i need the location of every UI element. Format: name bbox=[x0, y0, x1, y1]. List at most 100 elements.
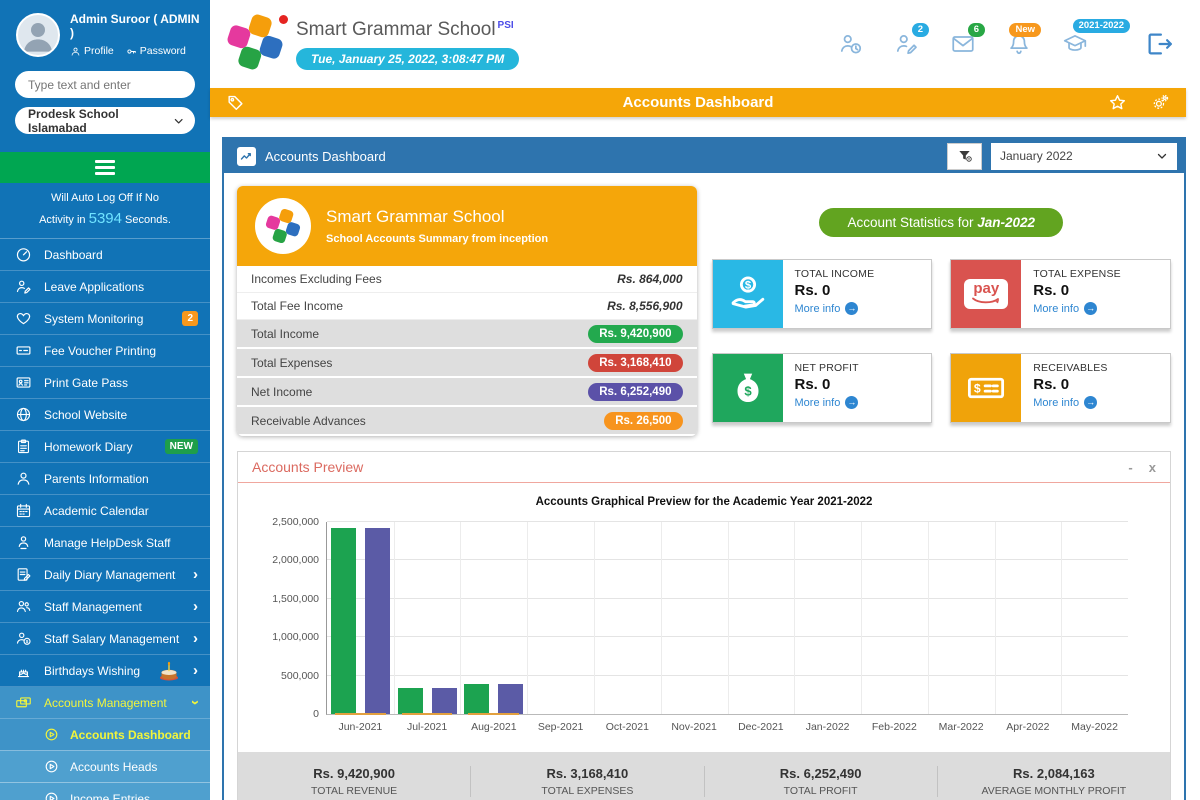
gridline-vertical bbox=[727, 522, 729, 714]
sidebar-subitem-accounts-dashboard[interactable]: Accounts Dashboard bbox=[0, 719, 210, 752]
summary-row-label: Total Income bbox=[251, 326, 320, 341]
accounts-summary-card: Smart Grammar School School Accounts Sum… bbox=[237, 186, 697, 436]
stat-card-label: RECEIVABLES bbox=[1033, 362, 1108, 374]
user-clock-icon[interactable] bbox=[838, 31, 864, 57]
chevron-down-icon bbox=[173, 115, 184, 127]
sidebar-item-fee-voucher-printing[interactable]: Fee Voucher Printing bbox=[0, 335, 210, 368]
summary-row-label: Incomes Excluding Fees bbox=[251, 272, 382, 286]
user-pen-icon bbox=[15, 278, 32, 295]
menu-toggle-button[interactable] bbox=[0, 152, 210, 183]
user-edit-icon[interactable]: 2 bbox=[894, 23, 929, 57]
close-icon[interactable]: x bbox=[1148, 459, 1156, 475]
stat-card-value: Rs. 0 bbox=[1033, 376, 1070, 393]
stat-card-label: NET PROFIT bbox=[794, 362, 859, 374]
sidebar-item-label: Birthdays Wishing bbox=[44, 663, 141, 678]
bar-group-mar-2022 bbox=[928, 522, 995, 714]
footer-summary-label: TOTAL REVENUE bbox=[311, 785, 398, 797]
summary-row-incomes-excluding-fees: Incomes Excluding Fees Rs. 864,000 bbox=[237, 266, 697, 293]
sidebar-item-label: Manage HelpDesk Staff bbox=[44, 535, 171, 550]
mail-icon[interactable]: 6 bbox=[950, 23, 985, 57]
sidebar-item-print-gate-pass[interactable]: Print Gate Pass bbox=[0, 367, 210, 400]
x-axis-label: Apr-2022 bbox=[1006, 721, 1050, 733]
bar-group-may-2022 bbox=[1061, 522, 1128, 714]
sidebar-item-leave-applications[interactable]: Leave Applications bbox=[0, 271, 210, 304]
sidebar-item-label: System Monitoring bbox=[44, 311, 144, 326]
heart-icon bbox=[15, 310, 32, 327]
search-input[interactable] bbox=[15, 71, 195, 98]
sidebar-item-homework-diary[interactable]: Homework Diary NEW bbox=[0, 431, 210, 464]
bar-group-sep-2021 bbox=[527, 522, 594, 714]
more-info-link[interactable]: More info → bbox=[795, 302, 875, 315]
profile-label: Profile bbox=[84, 45, 114, 57]
bell-new-badge: New bbox=[1009, 23, 1041, 38]
filter-button[interactable] bbox=[947, 142, 982, 170]
play-circle-icon bbox=[44, 759, 59, 774]
school-select[interactable]: Prodesk School Islamabad bbox=[15, 107, 195, 135]
sidebar-subitem-income-entries[interactable]: Income Entries bbox=[0, 783, 210, 800]
avatar[interactable] bbox=[16, 12, 60, 57]
footer-summary-total-revenue: Rs. 9,420,900 TOTAL REVENUE bbox=[238, 766, 470, 797]
more-info-link[interactable]: More info → bbox=[1033, 302, 1121, 315]
gridline-vertical bbox=[660, 522, 662, 714]
month-filter-select[interactable]: January 2022 bbox=[991, 142, 1177, 170]
sidebar-item-academic-calendar[interactable]: Academic Calendar bbox=[0, 495, 210, 528]
bar-purple-bars bbox=[498, 684, 524, 714]
school-name: Smart Grammar School bbox=[296, 18, 496, 40]
summary-row-receivable-advances: Receivable Advances Rs. 26,500 bbox=[237, 407, 697, 436]
sidebar-item-school-website[interactable]: School Website bbox=[0, 399, 210, 432]
sidebar-item-manage-helpdesk-staff[interactable]: Manage HelpDesk Staff bbox=[0, 527, 210, 560]
more-info-link[interactable]: More info → bbox=[795, 396, 859, 409]
user-name: Admin Suroor ( ADMIN ) bbox=[70, 12, 200, 40]
academic-year-badge: 2021-2022 bbox=[1072, 19, 1130, 34]
more-info-link[interactable]: More info → bbox=[1033, 396, 1107, 409]
more-info-label: More info bbox=[1033, 302, 1080, 315]
settings-gears-icon[interactable] bbox=[1151, 93, 1170, 112]
password-link[interactable]: Password bbox=[126, 45, 186, 57]
arrow-circle-icon: → bbox=[845, 302, 859, 315]
profile-link[interactable]: Profile bbox=[70, 45, 114, 57]
play-circle-icon bbox=[44, 791, 59, 800]
sidebar-item-label: Academic Calendar bbox=[44, 503, 149, 518]
gridline-vertical bbox=[1061, 522, 1063, 714]
more-info-label: More info bbox=[794, 396, 841, 409]
sidebar-item-dashboard[interactable]: Dashboard bbox=[0, 239, 210, 272]
summary-row-total-income: Total Income Rs. 9,420,900 bbox=[237, 320, 697, 349]
minimize-icon[interactable]: - bbox=[1128, 459, 1133, 475]
statistics-period: Jan-2022 bbox=[977, 215, 1036, 230]
diary-icon bbox=[15, 566, 32, 583]
bell-icon[interactable]: New bbox=[1006, 23, 1041, 57]
auto-logoff-line1: Will Auto Log Off If No bbox=[50, 192, 159, 204]
sidebar-item-system-monitoring[interactable]: System Monitoring 2 bbox=[0, 303, 210, 336]
graduation-cap-icon[interactable]: 2021-2022 bbox=[1062, 19, 1130, 57]
sidebar-item-label: Staff Management bbox=[44, 599, 142, 614]
sidebar-subitem-accounts-heads[interactable]: Accounts Heads bbox=[0, 751, 210, 784]
sidebar-item-accounts-management[interactable]: Accounts Management › bbox=[0, 687, 210, 720]
sidebar-item-birthdays-wishing[interactable]: Birthdays Wishing › bbox=[0, 655, 210, 688]
summary-card-header: Smart Grammar School School Accounts Sum… bbox=[237, 186, 697, 266]
gridline-vertical bbox=[927, 522, 929, 714]
baseline-strip bbox=[468, 713, 520, 715]
sidebar-item-parents-information[interactable]: Parents Information bbox=[0, 463, 210, 496]
sidebar-item-daily-diary-management[interactable]: Daily Diary Management › bbox=[0, 559, 210, 592]
sidebar-item-staff-management[interactable]: Staff Management › bbox=[0, 591, 210, 624]
sidebar-item-staff-salary-management[interactable]: Staff Salary Management › bbox=[0, 623, 210, 656]
school-name-superscript: PSI bbox=[497, 20, 514, 32]
logout-icon[interactable] bbox=[1144, 29, 1174, 59]
svg-text:$: $ bbox=[744, 280, 751, 292]
datetime-badge: Tue, January 25, 2022, 3:08:47 PM bbox=[296, 47, 520, 70]
salary-icon bbox=[15, 630, 32, 647]
sidebar-menu: Dashboard Leave Applications System Monito… bbox=[0, 239, 210, 800]
sidebar-item-label: Print Gate Pass bbox=[44, 375, 129, 390]
accounts-preview-panel: Accounts Preview - x Accounts Graphical … bbox=[237, 451, 1171, 800]
bar-group-jun-2021 bbox=[327, 522, 394, 715]
footer-summary-value: Rs. 3,168,410 bbox=[546, 766, 629, 781]
x-axis-label: Feb-2022 bbox=[871, 721, 917, 733]
x-axis-label: Oct-2021 bbox=[605, 721, 649, 733]
summary-card-title: Smart Grammar School bbox=[326, 207, 505, 226]
favorite-star-icon[interactable] bbox=[1108, 93, 1127, 112]
tag-icon[interactable] bbox=[226, 93, 245, 112]
pay-icon: pay bbox=[951, 260, 1022, 328]
user-edit-count-badge: 2 bbox=[911, 23, 929, 38]
password-label: Password bbox=[139, 45, 186, 57]
preview-header: Accounts Preview - x bbox=[238, 452, 1170, 483]
